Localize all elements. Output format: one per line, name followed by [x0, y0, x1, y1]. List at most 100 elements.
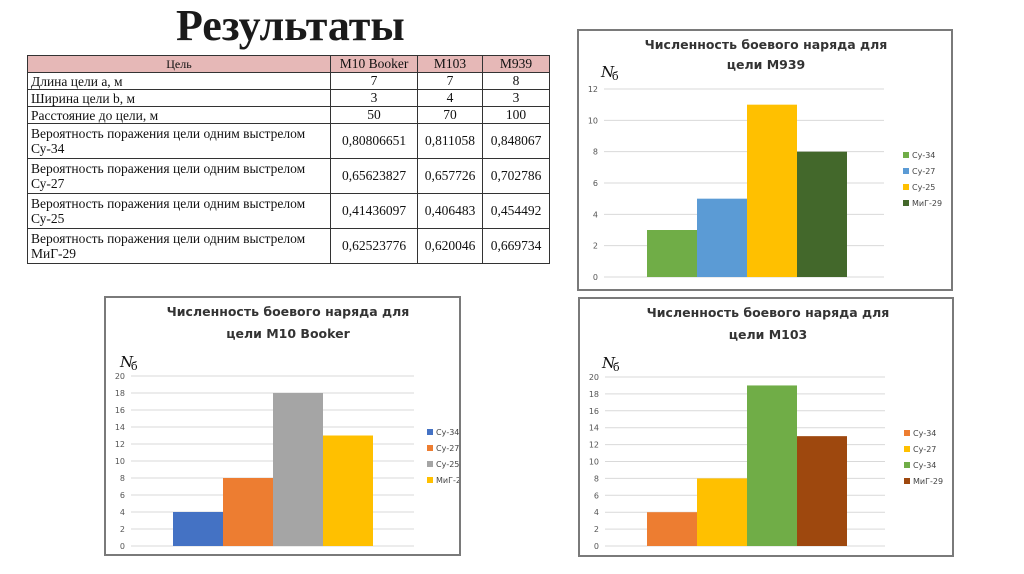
legend-label: Су-34	[913, 461, 936, 470]
legend-swatch	[903, 184, 909, 190]
y-tick-label: 2	[120, 525, 125, 534]
chart-title-line: Численность боевого наряда для	[167, 304, 410, 319]
y-tick-label: 2	[594, 525, 599, 534]
bar-3	[273, 393, 323, 546]
table-header-cell: M10 Booker	[330, 55, 418, 73]
legend-swatch	[904, 478, 910, 484]
table-cell: 0,80806651	[330, 123, 418, 159]
y-tick-label: 18	[589, 390, 599, 399]
chart-title-line: цели M939	[727, 57, 806, 72]
table-row: Расстояние до цели, м 50 70 100	[27, 106, 550, 124]
chart-title-line: цели M10 Booker	[226, 326, 350, 341]
row-label: Вероятность поражения цели одним выстрел…	[27, 193, 331, 229]
table-cell: 3	[330, 89, 418, 107]
table-cell: 4	[417, 89, 483, 107]
chart-title-line: цели M103	[729, 327, 808, 342]
row-label: Ширина цели b, м	[27, 89, 331, 107]
table-row: Длина цели a, м 7 7 8	[27, 72, 550, 90]
legend-label: Су-25	[436, 460, 459, 469]
y-tick-label: 12	[589, 441, 599, 450]
y-tick-label: 20	[589, 373, 599, 382]
row-label: Расстояние до цели, м	[27, 106, 331, 124]
y-tick-label: 12	[115, 440, 125, 449]
bar-4	[323, 435, 373, 546]
results-table: Цель M10 Booker M103 M939 Длина цели a, …	[27, 55, 550, 264]
y-tick-label: 10	[115, 457, 125, 466]
legend-swatch	[904, 446, 910, 452]
chart-title-line: Численность боевого наряда для	[647, 305, 890, 320]
chart-m939-svg: Численность боевого наряда для цели M939 N…	[588, 37, 942, 282]
y-axis-label: N	[601, 354, 616, 372]
page-title: Результаты	[176, 1, 405, 50]
legend-label: Су-34	[913, 429, 936, 438]
table-cell: 0,406483	[417, 193, 483, 229]
row-label: Длина цели a, м	[27, 72, 331, 90]
table-cell: 70	[417, 106, 483, 124]
y-axis-label: N	[119, 353, 134, 371]
y-tick-label: 0	[594, 542, 599, 551]
table-cell: 0,811058	[417, 123, 483, 159]
table-row: Вероятность поражения цели одним выстрел…	[27, 193, 550, 229]
table-cell: 100	[482, 106, 550, 124]
chart-m10-booker-svg: Численность боевого наряда для цели M10 B…	[115, 304, 459, 551]
legend-label: Су-34	[436, 428, 459, 437]
table-header-cell: M103	[417, 55, 483, 73]
legend-swatch	[427, 445, 433, 451]
bar-1	[173, 512, 223, 546]
y-tick-label: 10	[589, 458, 599, 467]
row-label: Вероятность поражения цели одним выстрел…	[27, 158, 331, 194]
legend-label: Су-27	[436, 444, 459, 453]
table-cell: 0,65623827	[330, 158, 418, 194]
y-axis-label-subscript: б	[131, 360, 138, 373]
y-tick-label: 18	[115, 389, 125, 398]
y-axis-label-subscript: б	[613, 361, 620, 374]
table-cell: 0,657726	[417, 158, 483, 194]
table-row: Вероятность поражения цели одним выстрел…	[27, 158, 550, 194]
y-tick-label: 8	[593, 148, 598, 157]
table-cell: 0,702786	[482, 158, 550, 194]
y-tick-label: 6	[593, 179, 598, 188]
y-tick-label: 0	[120, 542, 125, 551]
y-tick-label: 12	[588, 85, 598, 94]
legend-label: Су-25	[912, 183, 935, 192]
table-cell: 7	[417, 72, 483, 90]
table-cell: 0,41436097	[330, 193, 418, 229]
bar-1	[647, 230, 697, 277]
y-tick-label: 16	[115, 406, 125, 415]
legend-swatch	[427, 477, 433, 483]
legend-label: МиГ-29	[436, 476, 459, 485]
y-tick-label: 6	[120, 491, 125, 500]
bar-2	[697, 198, 747, 277]
y-tick-label: 8	[120, 474, 125, 483]
legend-swatch	[427, 461, 433, 467]
bar-3	[747, 385, 797, 546]
legend-swatch	[903, 200, 909, 206]
y-tick-label: 6	[594, 491, 599, 500]
y-axis-label-subscript: б	[612, 70, 619, 83]
y-tick-label: 10	[588, 116, 598, 125]
chart-m103: Численность боевого наряда для цели M103 N…	[578, 297, 954, 557]
y-tick-label: 14	[115, 423, 125, 432]
legend-label: Су-34	[912, 151, 935, 160]
legend-swatch	[904, 462, 910, 468]
bar-4	[797, 151, 847, 277]
legend-swatch	[427, 429, 433, 435]
bar-2	[697, 478, 747, 546]
table-header-cell: M939	[482, 55, 550, 73]
row-label: Вероятность поражения цели одним выстрел…	[27, 123, 331, 159]
table-cell: 0,62523776	[330, 228, 418, 264]
table-header-cell: Цель	[27, 55, 331, 73]
bar-2	[223, 478, 273, 546]
table-header-row: Цель M10 Booker M103 M939	[27, 55, 550, 73]
table-cell: 0,848067	[482, 123, 550, 159]
table-cell: 7	[330, 72, 418, 90]
chart-m103-svg: Численность боевого наряда для цели M103 N…	[589, 305, 943, 551]
legend-label: Су-27	[913, 445, 936, 454]
y-tick-label: 4	[593, 210, 598, 219]
y-tick-label: 2	[593, 242, 598, 251]
legend-label: МиГ-29	[913, 477, 943, 486]
table-row: Ширина цели b, м 3 4 3	[27, 89, 550, 107]
bar-3	[747, 104, 797, 278]
bar-1	[647, 512, 697, 546]
y-tick-label: 14	[589, 424, 599, 433]
